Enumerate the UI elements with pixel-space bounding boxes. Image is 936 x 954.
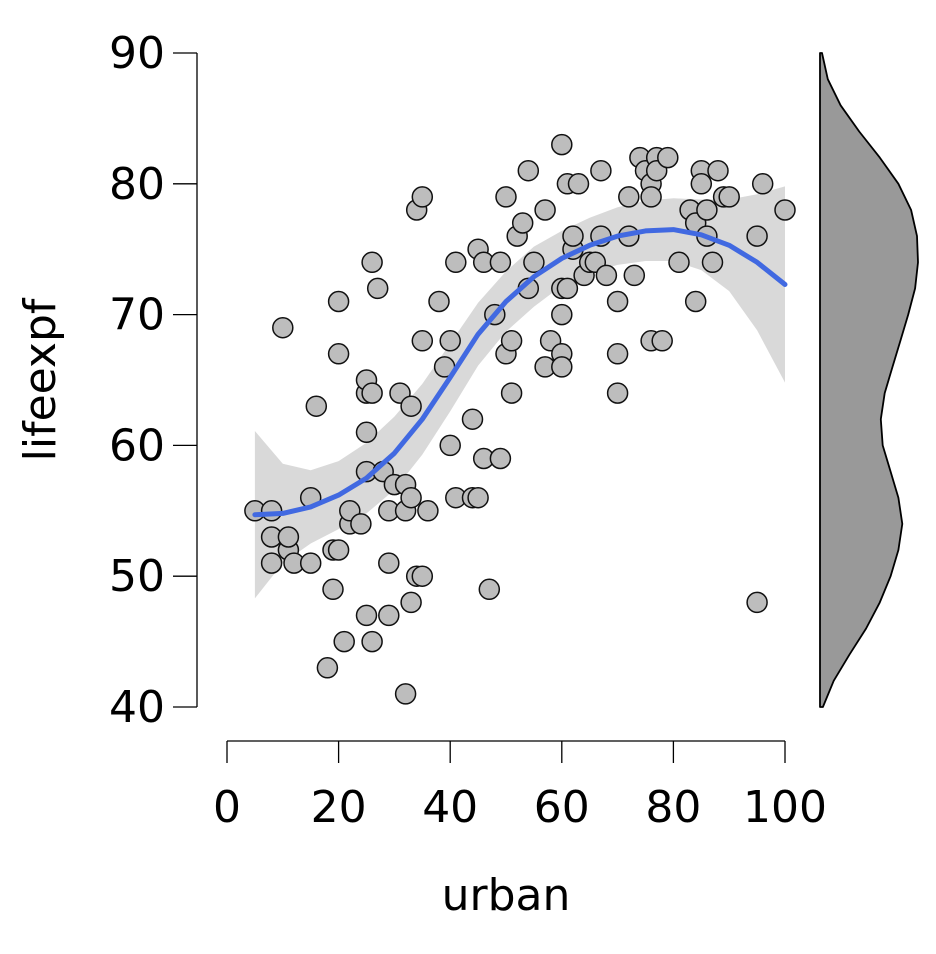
y-tick-label: 60 — [109, 420, 165, 471]
data-point — [567, 173, 590, 195]
x-axis-title: urban — [442, 870, 571, 921]
data-point — [478, 578, 501, 601]
x-axis: 0 20 40 60 80 100 — [213, 740, 827, 833]
data-point — [701, 251, 724, 274]
data-point — [489, 447, 512, 470]
data-point — [517, 159, 540, 182]
confidence-band — [254, 186, 785, 599]
data-point — [260, 500, 283, 522]
data-point — [623, 264, 646, 287]
data-point — [260, 552, 283, 574]
data-point — [355, 604, 378, 627]
data-point — [411, 565, 434, 587]
data-point — [277, 526, 300, 548]
data-point — [640, 186, 662, 208]
y-tick-label: 90 — [109, 28, 165, 79]
data-point — [400, 486, 422, 509]
data-point — [333, 630, 355, 653]
data-point — [562, 225, 584, 247]
data-point — [299, 552, 322, 574]
x-tick-label: 60 — [534, 782, 590, 833]
data-point — [428, 290, 450, 313]
data-point — [445, 251, 467, 274]
data-point — [439, 330, 461, 352]
data-point — [551, 303, 573, 326]
data-point — [378, 552, 400, 574]
data-point — [500, 330, 523, 352]
data-point — [394, 683, 417, 705]
data-point — [350, 513, 372, 535]
data-point — [746, 591, 768, 614]
smooth-line — [252, 227, 788, 518]
data-point — [305, 395, 328, 417]
y-axis-title: lifeexpf — [15, 297, 66, 461]
data-point — [657, 146, 679, 169]
y-tick-label: 70 — [109, 290, 165, 341]
data-point — [400, 395, 422, 417]
data-point — [606, 290, 629, 313]
data-point — [684, 290, 707, 313]
data-point — [327, 343, 350, 365]
x-tick-label: 0 — [213, 782, 241, 833]
data-point — [355, 421, 378, 444]
data-point — [707, 159, 729, 182]
data-point — [366, 277, 389, 300]
data-point — [495, 186, 517, 208]
data-point — [327, 539, 350, 561]
y-tick-label: 40 — [109, 682, 165, 733]
data-point — [467, 486, 489, 509]
data-point — [551, 133, 573, 156]
x-tick-label: 100 — [743, 782, 827, 833]
data-point — [322, 578, 344, 601]
x-tick-label: 40 — [422, 782, 478, 833]
data-point — [378, 604, 400, 627]
data-point — [439, 434, 461, 457]
data-point — [606, 382, 629, 404]
data-point — [411, 330, 434, 352]
density-plot — [819, 52, 919, 708]
data-point — [361, 382, 383, 404]
data-point — [718, 186, 740, 208]
data-point — [400, 591, 422, 614]
x-tick-label: 20 — [311, 782, 367, 833]
data-point — [774, 199, 796, 221]
data-point — [618, 186, 640, 208]
data-point — [551, 356, 573, 378]
data-point — [461, 408, 484, 430]
data-point — [411, 186, 434, 208]
data-point — [595, 264, 618, 287]
data-point — [746, 225, 768, 247]
data-point — [500, 382, 523, 404]
data-point — [751, 173, 774, 195]
data-point — [523, 251, 545, 274]
y-tick-label: 80 — [109, 159, 165, 210]
data-point — [511, 212, 534, 234]
data-point — [417, 500, 439, 522]
data-point — [696, 199, 718, 221]
data-point — [272, 316, 294, 339]
data-point — [590, 159, 612, 182]
data-point — [556, 277, 579, 300]
data-point — [316, 657, 339, 679]
data-point — [361, 630, 383, 653]
data-point — [606, 343, 629, 365]
x-tick-label: 80 — [645, 782, 701, 833]
data-point — [489, 251, 512, 274]
y-axis: 40 50 60 70 80 90 — [109, 28, 198, 733]
data-point — [534, 199, 556, 221]
y-tick-label: 50 — [109, 551, 165, 602]
data-point — [361, 251, 383, 274]
data-point — [651, 330, 673, 352]
data-point — [690, 173, 713, 195]
data-point — [327, 290, 350, 313]
data-point — [668, 251, 690, 274]
